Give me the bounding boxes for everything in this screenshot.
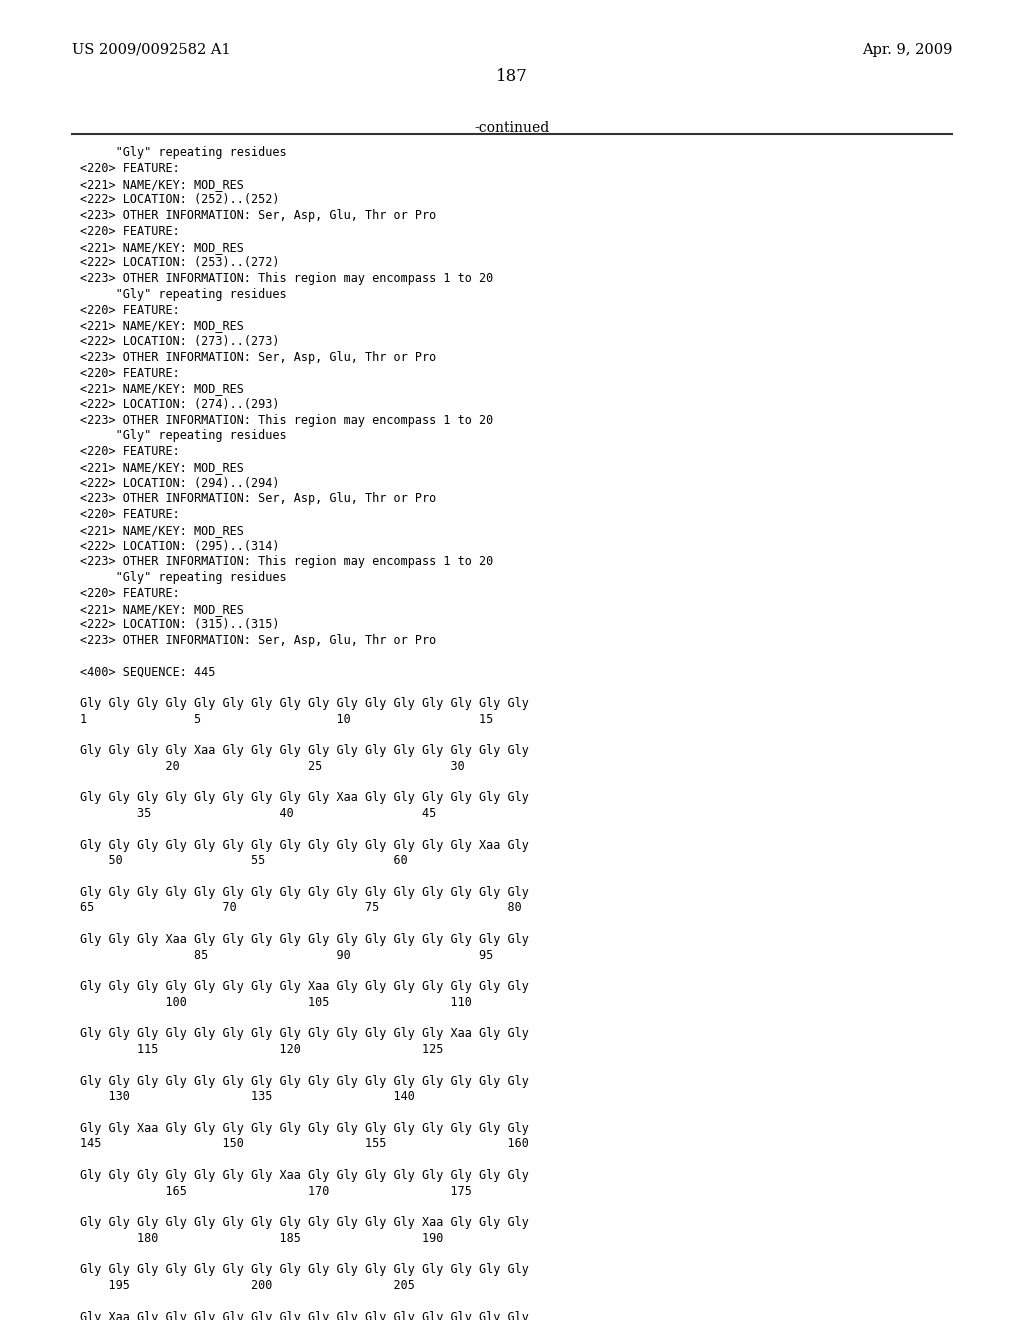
Text: Gly Gly Gly Gly Gly Gly Gly Gly Gly Gly Gly Gly Gly Gly Xaa Gly: Gly Gly Gly Gly Gly Gly Gly Gly Gly Gly …: [80, 838, 528, 851]
Text: <222> LOCATION: (294)..(294): <222> LOCATION: (294)..(294): [80, 477, 280, 490]
Text: "Gly" repeating residues: "Gly" repeating residues: [80, 572, 287, 583]
Text: 100                 105                 110: 100 105 110: [80, 995, 472, 1008]
Text: <221> NAME/KEY: MOD_RES: <221> NAME/KEY: MOD_RES: [80, 602, 244, 615]
Text: <222> LOCATION: (274)..(293): <222> LOCATION: (274)..(293): [80, 399, 280, 411]
Text: <220> FEATURE:: <220> FEATURE:: [80, 162, 180, 176]
Text: 115                 120                 125: 115 120 125: [80, 1043, 443, 1056]
Text: <221> NAME/KEY: MOD_RES: <221> NAME/KEY: MOD_RES: [80, 524, 244, 537]
Text: <223> OTHER INFORMATION: Ser, Asp, Glu, Thr or Pro: <223> OTHER INFORMATION: Ser, Asp, Glu, …: [80, 209, 436, 222]
Text: Gly Gly Gly Gly Gly Gly Gly Xaa Gly Gly Gly Gly Gly Gly Gly Gly: Gly Gly Gly Gly Gly Gly Gly Xaa Gly Gly …: [80, 1170, 528, 1181]
Text: Gly Gly Gly Gly Gly Gly Gly Gly Gly Gly Gly Gly Gly Xaa Gly Gly: Gly Gly Gly Gly Gly Gly Gly Gly Gly Gly …: [80, 1027, 528, 1040]
Text: Apr. 9, 2009: Apr. 9, 2009: [861, 42, 952, 57]
Text: 50                  55                  60: 50 55 60: [80, 854, 408, 867]
Text: <223> OTHER INFORMATION: This region may encompass 1 to 20: <223> OTHER INFORMATION: This region may…: [80, 413, 494, 426]
Text: 165                 170                 175: 165 170 175: [80, 1184, 472, 1197]
Text: <221> NAME/KEY: MOD_RES: <221> NAME/KEY: MOD_RES: [80, 383, 244, 395]
Text: <223> OTHER INFORMATION: This region may encompass 1 to 20: <223> OTHER INFORMATION: This region may…: [80, 272, 494, 285]
Text: US 2009/0092582 A1: US 2009/0092582 A1: [72, 42, 230, 57]
Text: <220> FEATURE:: <220> FEATURE:: [80, 224, 180, 238]
Text: <221> NAME/KEY: MOD_RES: <221> NAME/KEY: MOD_RES: [80, 461, 244, 474]
Text: 145                 150                 155                 160: 145 150 155 160: [80, 1138, 528, 1151]
Text: "Gly" repeating residues: "Gly" repeating residues: [80, 288, 287, 301]
Text: <220> FEATURE:: <220> FEATURE:: [80, 304, 180, 317]
Text: 85                  90                  95: 85 90 95: [80, 949, 494, 962]
Text: <400> SEQUENCE: 445: <400> SEQUENCE: 445: [80, 665, 215, 678]
Text: <220> FEATURE:: <220> FEATURE:: [80, 445, 180, 458]
Text: 180                 185                 190: 180 185 190: [80, 1232, 443, 1245]
Text: <221> NAME/KEY: MOD_RES: <221> NAME/KEY: MOD_RES: [80, 240, 244, 253]
Text: <222> LOCATION: (273)..(273): <222> LOCATION: (273)..(273): [80, 335, 280, 348]
Text: <222> LOCATION: (252)..(252): <222> LOCATION: (252)..(252): [80, 194, 280, 206]
Text: <222> LOCATION: (315)..(315): <222> LOCATION: (315)..(315): [80, 618, 280, 631]
Text: <222> LOCATION: (253)..(272): <222> LOCATION: (253)..(272): [80, 256, 280, 269]
Text: Gly Gly Gly Gly Xaa Gly Gly Gly Gly Gly Gly Gly Gly Gly Gly Gly: Gly Gly Gly Gly Xaa Gly Gly Gly Gly Gly …: [80, 744, 528, 758]
Text: <220> FEATURE:: <220> FEATURE:: [80, 587, 180, 599]
Text: 1               5                   10                  15: 1 5 10 15: [80, 713, 494, 726]
Text: 187: 187: [496, 69, 528, 84]
Text: <221> NAME/KEY: MOD_RES: <221> NAME/KEY: MOD_RES: [80, 178, 244, 191]
Text: Gly Gly Gly Gly Gly Gly Gly Gly Gly Xaa Gly Gly Gly Gly Gly Gly: Gly Gly Gly Gly Gly Gly Gly Gly Gly Xaa …: [80, 791, 528, 804]
Text: Gly Gly Gly Gly Gly Gly Gly Gly Gly Gly Gly Gly Gly Gly Gly Gly: Gly Gly Gly Gly Gly Gly Gly Gly Gly Gly …: [80, 1074, 528, 1088]
Text: Gly Gly Gly Gly Gly Gly Gly Gly Xaa Gly Gly Gly Gly Gly Gly Gly: Gly Gly Gly Gly Gly Gly Gly Gly Xaa Gly …: [80, 981, 528, 993]
Text: Gly Gly Xaa Gly Gly Gly Gly Gly Gly Gly Gly Gly Gly Gly Gly Gly: Gly Gly Xaa Gly Gly Gly Gly Gly Gly Gly …: [80, 1122, 528, 1135]
Text: 20                  25                  30: 20 25 30: [80, 760, 465, 774]
Text: <223> OTHER INFORMATION: Ser, Asp, Glu, Thr or Pro: <223> OTHER INFORMATION: Ser, Asp, Glu, …: [80, 634, 436, 647]
Text: 65                  70                  75                  80: 65 70 75 80: [80, 902, 522, 915]
Text: <220> FEATURE:: <220> FEATURE:: [80, 508, 180, 521]
Text: <223> OTHER INFORMATION: Ser, Asp, Glu, Thr or Pro: <223> OTHER INFORMATION: Ser, Asp, Glu, …: [80, 492, 436, 506]
Text: 35                  40                  45: 35 40 45: [80, 807, 436, 820]
Text: <223> OTHER INFORMATION: This region may encompass 1 to 20: <223> OTHER INFORMATION: This region may…: [80, 556, 494, 569]
Text: Gly Xaa Gly Gly Gly Gly Gly Gly Gly Gly Gly Gly Gly Gly Gly Gly: Gly Xaa Gly Gly Gly Gly Gly Gly Gly Gly …: [80, 1311, 528, 1320]
Text: <221> NAME/KEY: MOD_RES: <221> NAME/KEY: MOD_RES: [80, 319, 244, 333]
Text: 130                 135                 140: 130 135 140: [80, 1090, 415, 1104]
Text: 195                 200                 205: 195 200 205: [80, 1279, 415, 1292]
Text: Gly Gly Gly Gly Gly Gly Gly Gly Gly Gly Gly Gly Gly Gly Gly Gly: Gly Gly Gly Gly Gly Gly Gly Gly Gly Gly …: [80, 1263, 528, 1276]
Text: "Gly" repeating residues: "Gly" repeating residues: [80, 147, 287, 160]
Text: "Gly" repeating residues: "Gly" repeating residues: [80, 429, 287, 442]
Text: <220> FEATURE:: <220> FEATURE:: [80, 367, 180, 380]
Text: Gly Gly Gly Gly Gly Gly Gly Gly Gly Gly Gly Gly Gly Gly Gly Gly: Gly Gly Gly Gly Gly Gly Gly Gly Gly Gly …: [80, 697, 528, 710]
Text: Gly Gly Gly Gly Gly Gly Gly Gly Gly Gly Gly Gly Gly Gly Gly Gly: Gly Gly Gly Gly Gly Gly Gly Gly Gly Gly …: [80, 886, 528, 899]
Text: <222> LOCATION: (295)..(314): <222> LOCATION: (295)..(314): [80, 540, 280, 553]
Text: -continued: -continued: [474, 120, 550, 135]
Text: Gly Gly Gly Gly Gly Gly Gly Gly Gly Gly Gly Gly Xaa Gly Gly Gly: Gly Gly Gly Gly Gly Gly Gly Gly Gly Gly …: [80, 1216, 528, 1229]
Text: Gly Gly Gly Xaa Gly Gly Gly Gly Gly Gly Gly Gly Gly Gly Gly Gly: Gly Gly Gly Xaa Gly Gly Gly Gly Gly Gly …: [80, 933, 528, 946]
Text: <223> OTHER INFORMATION: Ser, Asp, Glu, Thr or Pro: <223> OTHER INFORMATION: Ser, Asp, Glu, …: [80, 351, 436, 364]
